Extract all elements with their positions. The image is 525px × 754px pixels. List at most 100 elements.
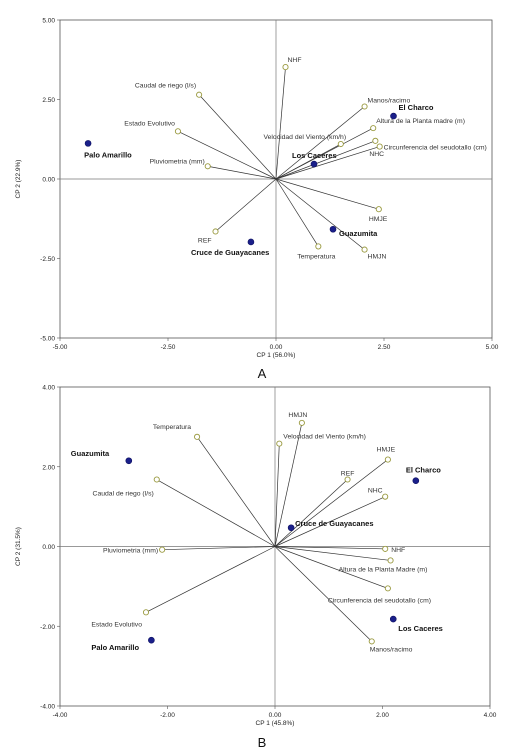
variable-marker-nhf: [382, 545, 389, 552]
y-tick-label: -2.00: [40, 624, 55, 631]
variable-label-altura-de-la-planta-madre-m: Altura de la Planta Madre (m): [339, 566, 428, 573]
variable-label-temperatura: Temperatura: [153, 424, 191, 431]
site-point-el-charco: [390, 112, 397, 120]
variable-label-caudal-de-riego-l-s: Caudal de riego (l/s): [135, 83, 196, 90]
y-axis-title: CP 2 (31.5%): [15, 527, 22, 566]
site-label-guazumita: Guazumita: [71, 449, 110, 458]
variable-label-estado-evolutivo: Estado Evolutivo: [91, 621, 142, 628]
variable-label-estado-evolutivo: Estado Evolutivo: [124, 120, 175, 127]
variable-vector-caudal-de-riego-l-s: [156, 479, 276, 547]
site-point-guazumita: [125, 457, 133, 465]
variable-label-caudal-de-riego-l-s: Caudal de riego (l/s): [93, 491, 154, 498]
site-point-cruce-de-guayacanes: [287, 524, 295, 532]
y-tick-label: 0.00: [42, 544, 55, 551]
variable-marker-hmjn: [298, 419, 305, 426]
y-tick-label: -5.00: [40, 336, 55, 343]
variable-label-ref: REF: [198, 237, 212, 244]
variable-marker-temperatura: [315, 243, 322, 250]
y-axis-title: CP 2 (22.9%): [15, 160, 22, 199]
variable-vector-ref: [215, 178, 277, 232]
y-tick-label: 2.00: [42, 464, 55, 471]
variable-label-circunferencia-del-seudotallo-cm: Circunferencia del seudotallo (cm): [384, 145, 487, 152]
variable-vector-nhc: [275, 140, 376, 180]
variable-marker-temperatura: [194, 433, 201, 440]
variable-vector-manos-racimo: [275, 106, 365, 180]
variable-label-nhf: NHF: [391, 547, 405, 554]
variable-marker-altura-de-la-planta-madre-m: [370, 125, 377, 132]
variable-marker-ref: [344, 476, 351, 483]
variable-marker-nhc: [372, 137, 379, 144]
variable-vector-hmjn: [275, 178, 365, 250]
variable-marker-altura-de-la-planta-madre-m: [387, 557, 394, 564]
variable-marker-circunferencia-del-seudotallo-cm: [384, 585, 391, 592]
variable-label-nhc: NHC: [368, 488, 383, 495]
site-label-cruce-de-guayacanes: Cruce de Guayacanes: [191, 248, 269, 257]
variable-vector-nhf: [274, 546, 386, 550]
variable-marker-manos-racimo: [361, 103, 368, 110]
variable-vector-hmje: [274, 459, 389, 547]
variable-vector-pluviometria-mm: [162, 546, 276, 551]
variable-label-ref: REF: [341, 471, 355, 478]
variable-vector-velocidad-del-viento-km-h: [274, 443, 280, 547]
variable-label-velocidad-del-viento-km-h: Velocidad del Viento (km/h): [283, 434, 366, 441]
x-tick-label: 0.00: [269, 712, 282, 719]
site-point-palo-amarillo: [148, 636, 155, 644]
variable-vector-hmjn: [274, 422, 303, 547]
y-tick-label: 4.00: [42, 385, 55, 392]
panel-label: A: [258, 366, 267, 381]
biplot-panel-a: -5.00 -2.50 0.00 2.50 5.00 5.00 2.50 0.00 -2.50 -…: [15, 18, 499, 382]
variable-marker-manos-racimo: [368, 638, 375, 645]
variable-vector-ref: [274, 479, 348, 547]
variable-vector-caudal-de-riego-l-s: [198, 94, 277, 180]
x-tick-label: 5.00: [486, 344, 499, 351]
variable-marker-nhf: [282, 64, 289, 71]
y-tick-label: 2.50: [42, 97, 55, 104]
variable-label-hmje: HMJE: [369, 216, 388, 223]
variable-vector-manos-racimo: [274, 546, 372, 642]
x-axis-title: CP 1 (45.8%): [256, 720, 295, 727]
x-tick-label: 4.00: [484, 712, 497, 719]
x-tick-label: -4.00: [53, 712, 68, 719]
site-label-guazumita: Guazumita: [339, 229, 378, 238]
variable-label-hmje: HMJE: [377, 447, 396, 454]
variable-vector-estado-evolutivo: [177, 130, 277, 180]
site-label-cruce-de-guayacanes: Cruce de Guayacanes: [295, 519, 373, 528]
variable-vector-circunferencia-del-seudotallo-cm: [275, 146, 380, 180]
variable-label-altura-de-la-planta-madre-m: Altura de la Planta madre (m): [376, 118, 465, 125]
variable-label-manos-racimo: Manos/racimo: [370, 646, 413, 653]
site-label-el-charco: El Charco: [406, 466, 441, 475]
site-label-el-charco: El Charco: [399, 103, 434, 112]
variable-vector-nhc: [274, 496, 386, 547]
variable-marker-nhc: [382, 493, 389, 500]
variable-vector-hmje: [275, 178, 379, 210]
variable-vector-temperatura: [275, 178, 319, 247]
variable-vector-pluviometria-mm: [207, 165, 277, 180]
variable-label-circunferencia-del-seudotallo-cm: Circunferencia del seudotallo (cm): [328, 597, 431, 604]
variable-marker-circunferencia-del-seudotallo-cm: [376, 143, 383, 150]
variable-vector-circunferencia-del-seudotallo-cm: [274, 546, 388, 589]
biplot-panel-b: -4.00 -2.00 0.00 2.00 4.00 4.00 2.00 0.00 -2.00 -…: [15, 385, 497, 751]
x-tick-label: -5.00: [53, 344, 68, 351]
site-label-palo-amarillo: Palo Amarillo: [91, 643, 139, 652]
variable-label-hmjn: HMJN: [368, 254, 387, 261]
variable-marker-caudal-de-riego-l-s: [196, 91, 203, 98]
site-label-los-caceres: Los Caceres: [292, 151, 337, 160]
site-point-los-caceres: [310, 160, 318, 168]
variable-vector-velocidad-del-viento-km-h: [275, 143, 341, 180]
variable-label-pluviometria-mm: Pluviometria (mm): [103, 548, 158, 555]
x-axis-title: CP 1 (56.0%): [257, 352, 296, 359]
variable-label-nhf: NHF: [288, 57, 302, 64]
variable-marker-hmjn: [361, 246, 368, 253]
y-tick-label: 5.00: [42, 18, 55, 25]
x-tick-label: -2.50: [161, 344, 176, 351]
y-tick-label: -2.50: [40, 256, 55, 263]
variable-marker-estado-evolutivo: [174, 128, 181, 135]
variable-vector-nhf: [275, 67, 286, 180]
site-label-los-caceres: Los Caceres: [398, 624, 443, 633]
y-tick-label: 0.00: [42, 177, 55, 184]
variable-marker-estado-evolutivo: [142, 609, 150, 616]
variable-vector-estado-evolutivo: [145, 546, 276, 613]
variable-marker-caudal-de-riego-l-s: [153, 476, 160, 483]
x-tick-label: 2.50: [378, 344, 391, 351]
